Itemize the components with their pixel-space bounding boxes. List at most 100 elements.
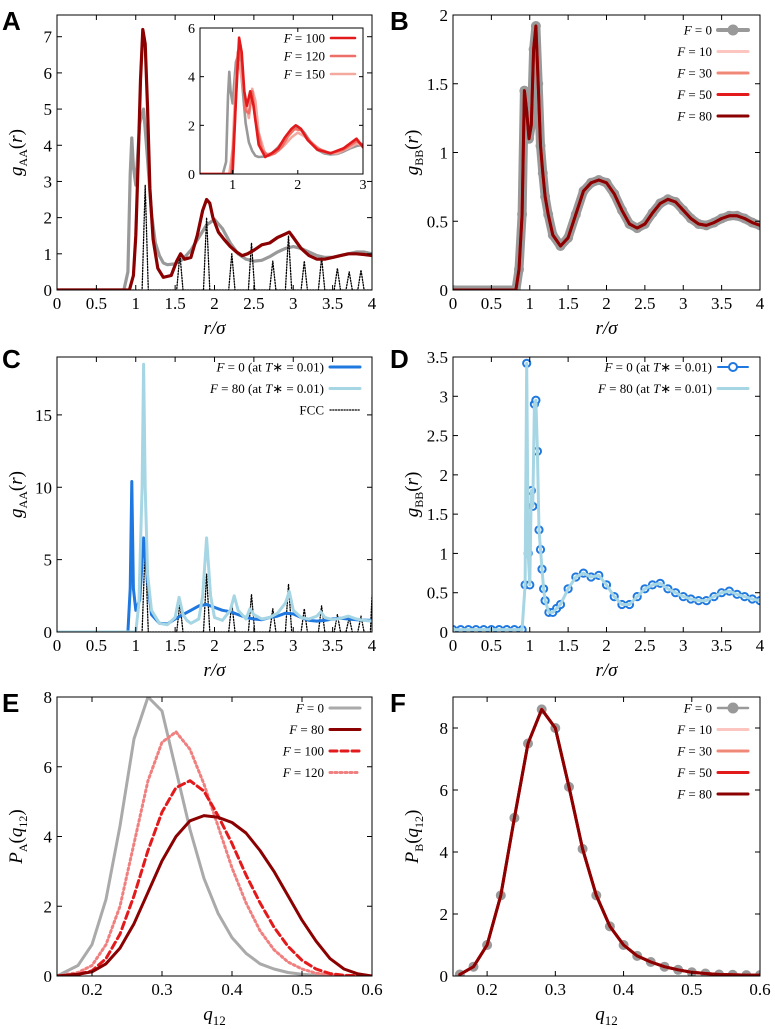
x-tick-label: 1 — [526, 636, 535, 655]
y-tick-label: 0.5 — [427, 212, 448, 231]
legend-label: F = 10 — [676, 44, 712, 59]
y-tick-label: 4 — [44, 828, 53, 847]
panel-b: 0 0.5 1 1.5 2 2.5 3 3.5 4 0 0.5 1 1.5 2 F = 0 F = 10 F =… — [390, 6, 765, 339]
legend-label: F = 80 — [288, 722, 324, 737]
x-axis-label: q12 — [203, 1004, 226, 1028]
panel-label: C — [2, 344, 21, 374]
panel-label: E — [2, 688, 19, 718]
series-line-f-0 — [453, 21, 760, 290]
x-tick-label: 0.3 — [151, 980, 172, 999]
series-line-f-80-at-t-0-01 — [57, 362, 372, 632]
x-tick-label: 0.5 — [481, 636, 502, 655]
y-tick-label: 1 — [44, 245, 53, 264]
y-tick-label: 1.5 — [427, 505, 448, 524]
x-tick-label: 0.5 — [291, 980, 312, 999]
x-tick-label: 3.5 — [711, 636, 732, 655]
legend-label: F = 150 — [283, 67, 325, 82]
x-tick-label: 2.5 — [634, 636, 655, 655]
x-axis-label: r/σ — [203, 318, 226, 339]
y-tick-label: 6 — [188, 22, 195, 37]
x-tick-label: 1.5 — [558, 294, 579, 313]
x-tick-label: 4 — [368, 294, 377, 313]
x-tick-label: 4 — [368, 636, 377, 655]
x-tick-label: 2 — [602, 636, 611, 655]
x-tick-label: 0.5 — [86, 636, 107, 655]
series-line-f-80 — [453, 24, 760, 290]
x-tick-label: 0.3 — [545, 980, 566, 999]
y-tick-label: 0 — [440, 623, 449, 642]
y-tick-label: 1.5 — [427, 75, 448, 94]
legend-label: F = 50 — [676, 87, 712, 102]
plot-frame — [452, 356, 761, 633]
x-tick-label: 0 — [449, 636, 458, 655]
series-line-f-100 — [57, 779, 372, 976]
x-tick-label: 1 — [132, 294, 141, 313]
legend-label: F = 30 — [676, 66, 712, 81]
legend-marker — [727, 24, 739, 36]
y-tick-label: 2 — [440, 6, 449, 25]
legend-marker — [728, 362, 738, 372]
x-tick-label: 0 — [53, 294, 62, 313]
y-tick-label: 1 — [440, 144, 449, 163]
y-tick-label: 8 — [440, 719, 449, 738]
series-line-f-80 — [57, 27, 372, 290]
panel-label: D — [390, 344, 409, 374]
x-tick-label: 2 — [294, 178, 301, 193]
y-tick-label: 4 — [440, 843, 449, 862]
y-axis-label: PA(q12) — [6, 809, 30, 864]
x-axis-label: q12 — [595, 1004, 618, 1028]
y-tick-label: 3.5 — [427, 348, 448, 367]
y-tick-label: 2 — [44, 209, 53, 228]
x-tick-label: 0.2 — [81, 980, 102, 999]
legend-label: F = 0 (at T∗ = 0.01) — [215, 360, 324, 375]
x-tick-label: 3.5 — [322, 636, 343, 655]
x-tick-label: 2 — [210, 294, 219, 313]
x-tick-label: 1 — [229, 178, 236, 193]
y-tick-label: 1 — [440, 544, 449, 563]
legend-label: F = 0 — [683, 701, 712, 716]
y-tick-label: 6 — [440, 781, 449, 800]
series-line-f-0 — [458, 708, 760, 976]
y-tick-label: 0 — [440, 281, 449, 300]
y-tick-label: 15 — [35, 406, 52, 425]
y-axis-label: gBB(r) — [402, 130, 426, 176]
series-line-f-100 — [200, 36, 363, 174]
plot-frame — [452, 14, 761, 291]
panel-a: 1 2 3 0 2 4 6 F = 100 F = 120 F = 150 0 0.5 1 1.5 2 2.5… — [2, 6, 377, 339]
plot-frame — [56, 14, 373, 291]
x-tick-label: 1 — [132, 636, 141, 655]
y-tick-label: 2 — [440, 905, 449, 924]
series-line-f-80-at-t-0-01 — [453, 361, 760, 632]
x-tick-label: 2.5 — [243, 636, 264, 655]
series-line-f-50 — [453, 24, 760, 290]
y-tick-label: 0 — [44, 281, 53, 300]
y-tick-label: 0 — [188, 168, 195, 183]
x-tick-label: 2 — [602, 294, 611, 313]
x-tick-label: 1 — [526, 294, 535, 313]
x-axis-label: r/σ — [595, 660, 618, 681]
y-tick-label: 2 — [440, 466, 449, 485]
legend-label: F = 100 — [282, 744, 324, 759]
x-tick-label: 3.5 — [711, 294, 732, 313]
y-tick-label: 2 — [44, 897, 53, 916]
series-line-f-30 — [453, 24, 760, 290]
series-line-f-120 — [57, 730, 372, 976]
x-tick-label: 0.2 — [476, 980, 497, 999]
y-tick-label: 5 — [44, 551, 53, 570]
x-tick-label: 0.5 — [681, 980, 702, 999]
x-tick-label: 0.6 — [361, 980, 382, 999]
series-line-f-0 — [57, 697, 372, 976]
y-tick-label: 7 — [44, 28, 53, 47]
y-tick-label: 10 — [35, 478, 52, 497]
legend-label: F = 100 — [283, 31, 325, 46]
legend-label: F = 80 — [676, 787, 712, 802]
panel-d: 0 0.5 1 1.5 2 2.5 3 3.5 4 0 0.5 1 1.5 2 2.5 3 3.5 F = 0 (… — [390, 344, 765, 681]
y-tick-label: 5 — [44, 100, 53, 119]
x-tick-label: 1.5 — [165, 294, 186, 313]
y-tick-label: 0 — [440, 967, 449, 986]
y-axis-label: gBB(r) — [402, 472, 426, 518]
series-line-f-10 — [453, 24, 760, 290]
panel-e: 0.2 0.3 0.4 0.5 0.6 0 2 4 6 8 F = 0 F = 80 F = 100 F … — [2, 688, 383, 1028]
series-line-fcc — [57, 544, 372, 632]
